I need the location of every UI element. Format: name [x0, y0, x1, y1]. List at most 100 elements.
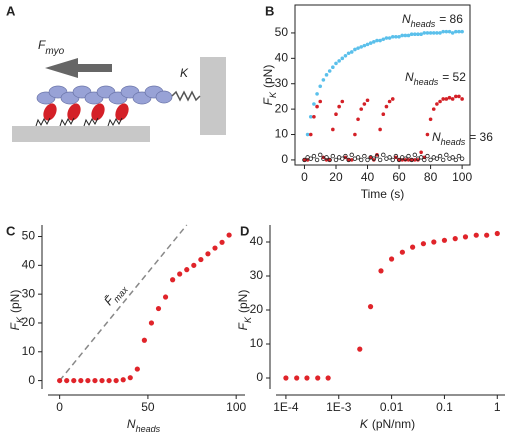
- y-tick-label: 10: [22, 344, 36, 358]
- y-tick-label: 10: [250, 336, 264, 350]
- y-tick-label: 40: [22, 258, 36, 272]
- data-point: [134, 366, 140, 372]
- force-arrow: [45, 58, 112, 78]
- y-axis-label-symbol: F: [261, 97, 275, 105]
- data-point: [393, 153, 399, 159]
- data-point: [399, 249, 405, 255]
- data-point: [377, 157, 383, 163]
- y-axis-label-subscript: K: [268, 91, 278, 98]
- force-symbol: F: [38, 38, 46, 52]
- data-point: [340, 56, 345, 61]
- data-point: [315, 104, 319, 109]
- data-point: [425, 31, 430, 35]
- data-point: [308, 156, 313, 161]
- x-tick-label: 20: [329, 170, 343, 184]
- data-point: [387, 36, 392, 40]
- reference-label: F̄max: [101, 280, 130, 310]
- data-point: [397, 34, 401, 39]
- data-point: [413, 158, 417, 162]
- data-point: [457, 94, 461, 99]
- data-point: [113, 377, 119, 384]
- data-point: [420, 241, 427, 247]
- x-tick-label: 1: [494, 400, 501, 414]
- data-point: [444, 29, 449, 34]
- data-point: [57, 377, 63, 384]
- data-point: [454, 94, 458, 99]
- data-point: [428, 31, 433, 35]
- data-point: [413, 32, 417, 37]
- spring: [171, 90, 201, 102]
- data-point: [372, 40, 376, 44]
- data-point: [381, 152, 386, 158]
- data-point: [456, 153, 462, 159]
- series-label-subscript: heads: [414, 77, 439, 87]
- data-point: [438, 31, 442, 35]
- data-point: [349, 158, 354, 162]
- panel-label: D: [240, 223, 249, 238]
- data-point: [355, 155, 361, 160]
- x-axis-label: Time (s): [361, 187, 405, 201]
- y-tick-label: 30: [22, 286, 36, 300]
- y-axis-label: FK (pN): [8, 290, 25, 331]
- wall: [200, 57, 226, 135]
- x-axis-label-symbol: N: [127, 417, 136, 431]
- data-point: [327, 158, 332, 162]
- x-tick-label: 100: [452, 170, 472, 184]
- data-point: [162, 294, 169, 300]
- data-point: [226, 232, 232, 238]
- y-tick-label: 20: [275, 101, 289, 115]
- series-label-rest: = 86: [439, 12, 463, 26]
- data-point: [384, 104, 389, 109]
- x-tick-label: 0: [301, 170, 308, 184]
- data-point: [312, 102, 316, 106]
- y-axis-label: FK (pN): [236, 290, 253, 331]
- data-point: [356, 46, 360, 50]
- data-point: [343, 153, 348, 159]
- data-point: [431, 107, 436, 111]
- data-point: [406, 158, 411, 162]
- data-point: [312, 114, 316, 119]
- data-point: [390, 97, 395, 101]
- data-point: [384, 36, 389, 40]
- data-point: [283, 375, 289, 381]
- reference-line: [59, 224, 188, 382]
- data-point: [337, 104, 341, 109]
- data-point: [305, 132, 310, 137]
- y-axis-label-subscript: K: [243, 316, 253, 323]
- data-point: [331, 65, 335, 70]
- data-point: [406, 33, 411, 38]
- data-point: [400, 33, 405, 38]
- y-axis-label-unit: (pN): [8, 290, 22, 313]
- data-point: [321, 78, 326, 82]
- series-label-rest: = 36: [469, 130, 493, 144]
- series-label: Nheads = 52: [405, 70, 466, 87]
- data-point: [304, 375, 310, 381]
- data-point: [170, 277, 176, 283]
- y-tick-label: 10: [275, 127, 289, 141]
- data-point: [450, 97, 455, 101]
- data-point: [365, 157, 370, 163]
- data-point: [374, 153, 380, 159]
- data-point: [409, 158, 414, 162]
- data-point: [184, 267, 190, 273]
- data-point: [394, 155, 398, 160]
- data-point: [327, 157, 332, 163]
- force-label: Fmyo: [38, 38, 65, 57]
- data-point: [302, 158, 307, 162]
- data-point: [120, 377, 126, 383]
- panel-label: B: [265, 3, 274, 18]
- data-point: [394, 34, 398, 39]
- x-tick-label: 0: [56, 400, 63, 414]
- data-point: [403, 156, 408, 161]
- x-tick-label: 50: [141, 400, 155, 414]
- data-point: [302, 157, 307, 163]
- data-point: [447, 95, 452, 100]
- data-point: [99, 377, 105, 384]
- data-point: [127, 375, 133, 381]
- data-point: [324, 155, 329, 160]
- data-point: [425, 132, 430, 137]
- data-point: [349, 152, 354, 158]
- data-point: [419, 150, 423, 155]
- data-point: [434, 156, 440, 161]
- y-tick-label: 20: [22, 315, 36, 329]
